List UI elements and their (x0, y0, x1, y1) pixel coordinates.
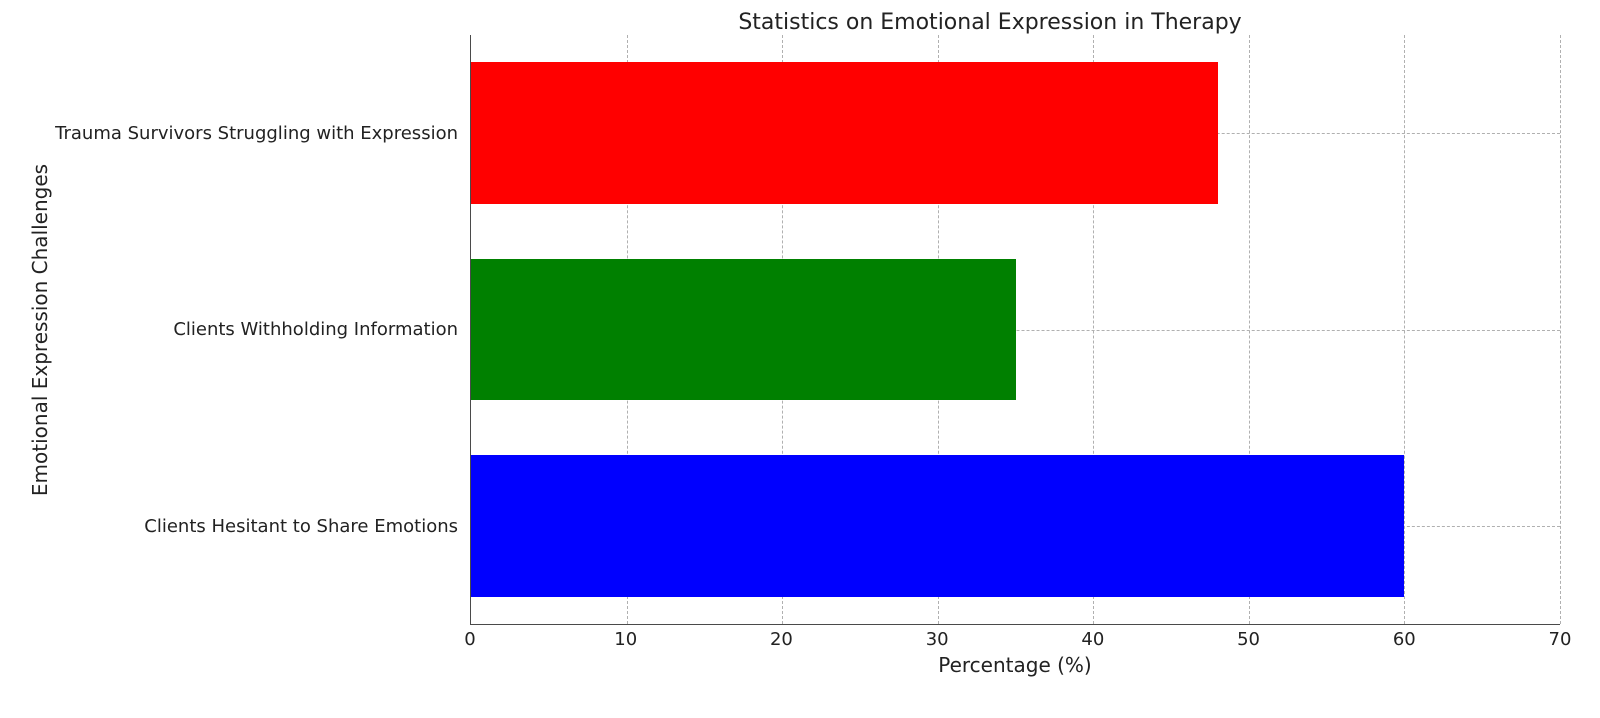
xlabel-row: Percentage (%) (20, 653, 1560, 677)
x-axis-label: Percentage (%) (470, 653, 1560, 677)
x-axis-spacer (20, 629, 470, 653)
x-tick: 60 (1393, 629, 1416, 650)
plot-area (470, 35, 1560, 625)
chart-container: Statistics on Emotional Expression in Th… (0, 0, 1600, 718)
x-tick: 40 (1081, 629, 1104, 650)
x-tick: 10 (614, 629, 637, 650)
x-tick-labels: 010203040506070 (470, 629, 1560, 653)
y-tick: Clients Withholding Information (173, 319, 458, 340)
x-tick: 20 (770, 629, 793, 650)
y-tick: Trauma Survivors Struggling with Express… (55, 123, 458, 144)
chart-body: Emotional Expression Challenges Trauma S… (20, 35, 1560, 625)
y-tick: Clients Hesitant to Share Emotions (144, 516, 458, 537)
grid-vertical (1560, 35, 1561, 624)
plot-column (470, 35, 1560, 625)
bar (471, 62, 1218, 203)
bar (471, 455, 1404, 596)
x-axis-row: 010203040506070 (20, 629, 1560, 653)
x-tick: 50 (1237, 629, 1260, 650)
bar (471, 259, 1016, 400)
chart-title: Statistics on Emotional Expression in Th… (420, 10, 1560, 35)
y-axis-label: Emotional Expression Challenges (28, 164, 52, 496)
x-tick: 70 (1549, 629, 1572, 650)
x-tick: 0 (464, 629, 475, 650)
xlabel-spacer (20, 653, 470, 677)
y-tick-labels: Trauma Survivors Struggling with Express… (60, 35, 470, 625)
x-tick: 30 (926, 629, 949, 650)
ylabel-container: Emotional Expression Challenges (20, 35, 60, 625)
